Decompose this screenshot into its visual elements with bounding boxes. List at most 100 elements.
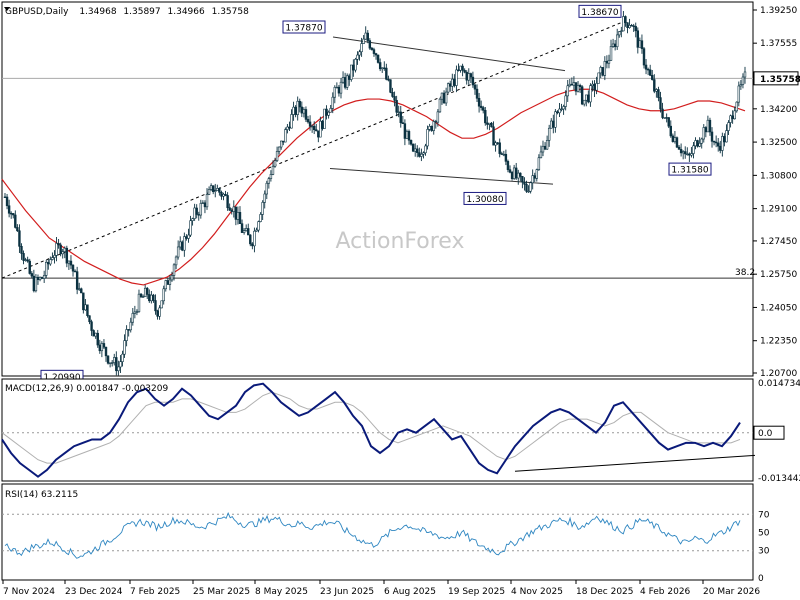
candlestick — [59, 242, 62, 257]
candle-body — [613, 43, 617, 48]
current-price-label: 1.35758 — [760, 75, 800, 85]
candle-body — [36, 276, 40, 281]
price-tick-label: 1.27450 — [760, 237, 797, 247]
candlestick — [642, 46, 646, 69]
price-tick-label: 1.22350 — [760, 337, 797, 347]
candle-body — [407, 131, 411, 141]
candle-body — [721, 136, 724, 151]
candlestick — [14, 210, 17, 229]
price-lines: 38.2 — [1, 11, 755, 376]
candle-body — [739, 84, 743, 87]
candle-body — [578, 85, 582, 88]
candle-body — [329, 108, 332, 113]
candle-body — [30, 273, 33, 277]
candlestick — [547, 124, 551, 147]
candle-body — [731, 115, 734, 120]
candlestick — [490, 121, 493, 128]
candlestick — [690, 147, 693, 158]
candlestick — [172, 263, 176, 281]
candlestick — [525, 180, 528, 193]
time-tick-label: 4 Feb 2026 — [640, 587, 691, 597]
candle-body — [16, 227, 19, 232]
candle-body — [220, 192, 223, 197]
candle-body — [191, 218, 194, 222]
candlestick — [426, 125, 429, 150]
candlestick — [618, 31, 621, 38]
candle-body — [545, 140, 549, 150]
candlestick — [90, 319, 93, 336]
candle-body — [648, 69, 652, 76]
candlestick — [30, 271, 33, 279]
candle-body — [424, 145, 427, 154]
candle-body — [110, 362, 114, 364]
candlestick — [269, 170, 273, 182]
candlestick — [51, 252, 54, 261]
time-tick-label: 7 Feb 2025 — [130, 587, 180, 597]
candle-body — [106, 355, 110, 364]
candlestick — [69, 255, 73, 270]
candlestick — [407, 129, 411, 145]
price-labels: 1.37870 1.20990 1.30080 1.38670 1.31580 1.357… — [40, 4, 800, 383]
candlestick — [634, 22, 637, 38]
candle-body — [550, 120, 553, 129]
candle-body — [280, 140, 283, 148]
candlestick — [508, 165, 512, 174]
candle-body — [729, 115, 732, 123]
candlestick — [603, 56, 607, 81]
candle-body — [508, 169, 512, 173]
candle-body — [397, 111, 400, 114]
candlestick — [86, 304, 89, 318]
candle-body — [601, 67, 604, 76]
candle-body — [712, 141, 716, 143]
candlestick — [277, 146, 281, 155]
candlestick — [475, 84, 479, 102]
candle-body — [312, 125, 316, 131]
candlestick — [409, 139, 413, 146]
macd-zero-box-label: 0.0 — [758, 429, 773, 439]
candle-body — [409, 139, 413, 145]
candlestick — [102, 339, 106, 350]
candle-body — [473, 84, 477, 90]
candle-body — [684, 151, 687, 155]
candle-body — [127, 329, 130, 331]
candlestick — [284, 127, 287, 143]
rsi-lines — [4, 512, 741, 559]
candlestick — [160, 300, 163, 309]
candlestick — [576, 80, 580, 93]
candle-body — [434, 121, 438, 123]
candle-body — [690, 153, 693, 156]
candlestick — [597, 72, 600, 84]
candlestick — [667, 117, 670, 129]
candle-body — [3, 196, 7, 198]
candlestick — [737, 81, 741, 107]
symbol-title: GBPUSD,Daily — [5, 7, 69, 17]
candle-body — [49, 259, 52, 265]
candle-body — [26, 259, 29, 262]
candle-body — [558, 108, 561, 114]
candle-body — [381, 67, 384, 70]
candlestick — [249, 234, 252, 247]
candle-body — [358, 51, 361, 56]
candle-body — [61, 251, 64, 255]
candlestick — [717, 138, 720, 152]
candlestick — [698, 137, 701, 148]
candlestick — [356, 51, 359, 65]
candle-body — [583, 99, 586, 105]
candlestick — [531, 169, 534, 190]
candle-body — [319, 120, 322, 138]
rsi-axis: 70 50 30 0 — [2, 510, 770, 584]
candle-body — [300, 106, 304, 114]
candle-body — [146, 287, 149, 295]
candlestick — [498, 138, 501, 158]
candle-body — [333, 86, 337, 98]
candlestick — [712, 140, 716, 146]
time-tick-label: 23 Dec 2024 — [65, 587, 123, 597]
candle-body — [257, 221, 260, 231]
candle-body — [733, 110, 736, 120]
candle-body — [463, 70, 466, 73]
candlestick — [22, 250, 25, 265]
candle-body — [395, 100, 398, 113]
candlestick — [333, 85, 337, 104]
candle-body — [323, 108, 326, 129]
